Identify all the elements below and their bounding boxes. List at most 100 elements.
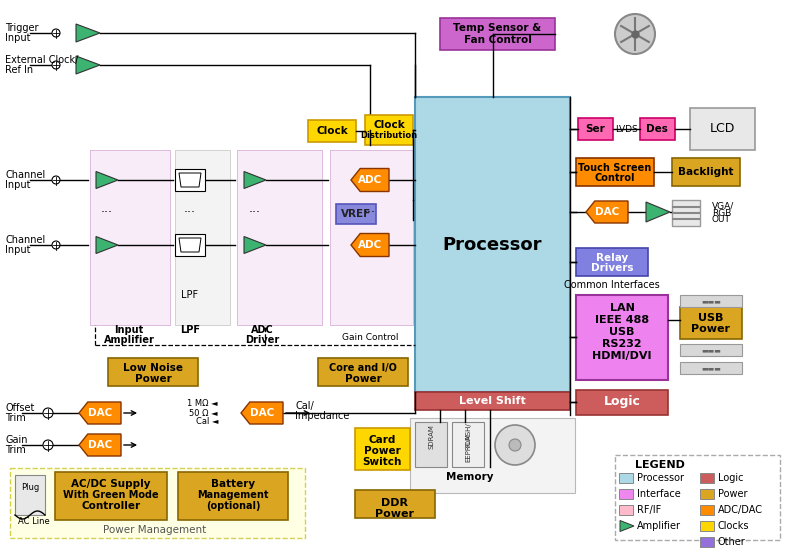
Polygon shape — [96, 236, 118, 254]
Polygon shape — [351, 168, 389, 191]
Text: Management: Management — [197, 490, 269, 500]
FancyBboxPatch shape — [15, 475, 45, 515]
FancyBboxPatch shape — [576, 248, 648, 276]
Text: Input: Input — [5, 33, 30, 43]
Text: With Green Mode: With Green Mode — [63, 490, 159, 500]
Text: Battery: Battery — [211, 479, 255, 489]
FancyBboxPatch shape — [700, 537, 714, 547]
FancyBboxPatch shape — [90, 150, 170, 325]
Text: LCD: LCD — [709, 123, 734, 135]
Text: Channel: Channel — [5, 235, 45, 245]
Text: Gain: Gain — [5, 435, 28, 445]
FancyBboxPatch shape — [440, 18, 555, 50]
Text: Logic: Logic — [603, 395, 641, 409]
FancyBboxPatch shape — [365, 115, 413, 145]
FancyBboxPatch shape — [680, 307, 742, 339]
FancyBboxPatch shape — [615, 455, 780, 540]
Text: Amplifier: Amplifier — [104, 335, 155, 345]
Polygon shape — [179, 238, 201, 252]
Text: IEEE 488: IEEE 488 — [595, 315, 649, 325]
Text: Des: Des — [646, 124, 668, 134]
Text: OUT: OUT — [712, 216, 731, 224]
FancyBboxPatch shape — [619, 505, 633, 515]
FancyBboxPatch shape — [10, 468, 305, 538]
Text: Drivers: Drivers — [591, 263, 634, 273]
Text: Power: Power — [691, 324, 730, 334]
FancyBboxPatch shape — [700, 521, 714, 531]
Text: ADC: ADC — [251, 325, 274, 335]
Text: Level Shift: Level Shift — [459, 396, 526, 406]
Polygon shape — [586, 201, 628, 223]
Text: Impedance: Impedance — [295, 411, 350, 421]
Text: Switch: Switch — [362, 457, 402, 467]
FancyBboxPatch shape — [640, 118, 675, 140]
Polygon shape — [76, 24, 100, 42]
FancyBboxPatch shape — [576, 158, 654, 186]
FancyBboxPatch shape — [672, 158, 740, 186]
FancyBboxPatch shape — [578, 118, 613, 140]
Text: Common Interfaces: Common Interfaces — [564, 280, 660, 290]
Text: Interface: Interface — [637, 489, 680, 499]
Text: EEPROM: EEPROM — [465, 433, 471, 463]
Text: Fan Control: Fan Control — [464, 35, 531, 45]
FancyBboxPatch shape — [415, 392, 570, 410]
Text: AC Line: AC Line — [18, 518, 50, 526]
FancyBboxPatch shape — [672, 200, 700, 226]
Text: Other: Other — [718, 537, 745, 547]
Text: 1 MΩ ◄: 1 MΩ ◄ — [187, 399, 218, 409]
FancyBboxPatch shape — [576, 390, 668, 415]
Text: Touch Screen: Touch Screen — [578, 163, 652, 173]
Text: (optional): (optional) — [205, 501, 260, 511]
FancyBboxPatch shape — [108, 358, 198, 386]
Polygon shape — [646, 202, 670, 222]
Polygon shape — [241, 402, 283, 424]
Polygon shape — [96, 172, 118, 189]
Text: ▬▬▬: ▬▬▬ — [701, 365, 721, 371]
Text: Input: Input — [114, 325, 144, 335]
FancyBboxPatch shape — [175, 234, 205, 256]
FancyBboxPatch shape — [690, 108, 755, 150]
FancyBboxPatch shape — [700, 489, 714, 499]
Text: Amplifier: Amplifier — [637, 521, 681, 531]
Text: Input: Input — [5, 245, 30, 255]
FancyBboxPatch shape — [318, 358, 408, 386]
FancyBboxPatch shape — [619, 473, 633, 483]
Polygon shape — [79, 434, 121, 456]
Text: Input: Input — [5, 180, 30, 190]
FancyBboxPatch shape — [175, 150, 230, 325]
Text: Core and I/O: Core and I/O — [329, 363, 397, 373]
Text: LVDS: LVDS — [615, 124, 638, 134]
FancyBboxPatch shape — [178, 472, 288, 520]
FancyBboxPatch shape — [680, 344, 742, 356]
Text: ···: ··· — [364, 206, 376, 219]
Polygon shape — [620, 520, 634, 531]
Text: Offset: Offset — [5, 403, 34, 413]
FancyBboxPatch shape — [308, 120, 356, 142]
Text: Memory: Memory — [446, 472, 494, 482]
Circle shape — [495, 425, 535, 465]
Text: LPF: LPF — [182, 290, 198, 300]
Text: ···: ··· — [249, 206, 261, 219]
Text: ADC: ADC — [358, 240, 382, 250]
FancyBboxPatch shape — [237, 150, 322, 325]
Text: VGA/: VGA/ — [712, 201, 734, 211]
Text: External Clock/: External Clock/ — [5, 55, 79, 65]
FancyBboxPatch shape — [700, 505, 714, 515]
Text: Relay: Relay — [596, 253, 628, 263]
FancyBboxPatch shape — [336, 204, 376, 224]
Text: Logic: Logic — [718, 473, 744, 483]
Circle shape — [615, 14, 655, 54]
Text: Gain Control: Gain Control — [342, 333, 398, 343]
FancyBboxPatch shape — [700, 473, 714, 483]
Text: USB: USB — [699, 313, 724, 323]
Text: Power: Power — [376, 509, 415, 519]
FancyBboxPatch shape — [410, 418, 575, 493]
Text: Power: Power — [364, 446, 400, 456]
Circle shape — [52, 61, 60, 69]
Text: Backlight: Backlight — [678, 167, 734, 177]
Text: DAC: DAC — [250, 408, 274, 418]
FancyBboxPatch shape — [415, 422, 447, 467]
Text: RGB: RGB — [712, 208, 731, 217]
Text: Distribution: Distribution — [361, 131, 418, 140]
Text: Clock: Clock — [316, 126, 348, 136]
